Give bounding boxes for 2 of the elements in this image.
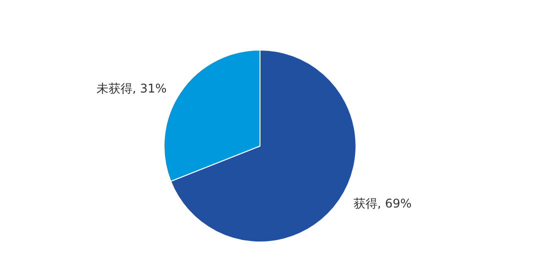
slice-label: 获得, 69% — [353, 196, 412, 210]
slice-label: 未获得, 31% — [96, 82, 167, 96]
